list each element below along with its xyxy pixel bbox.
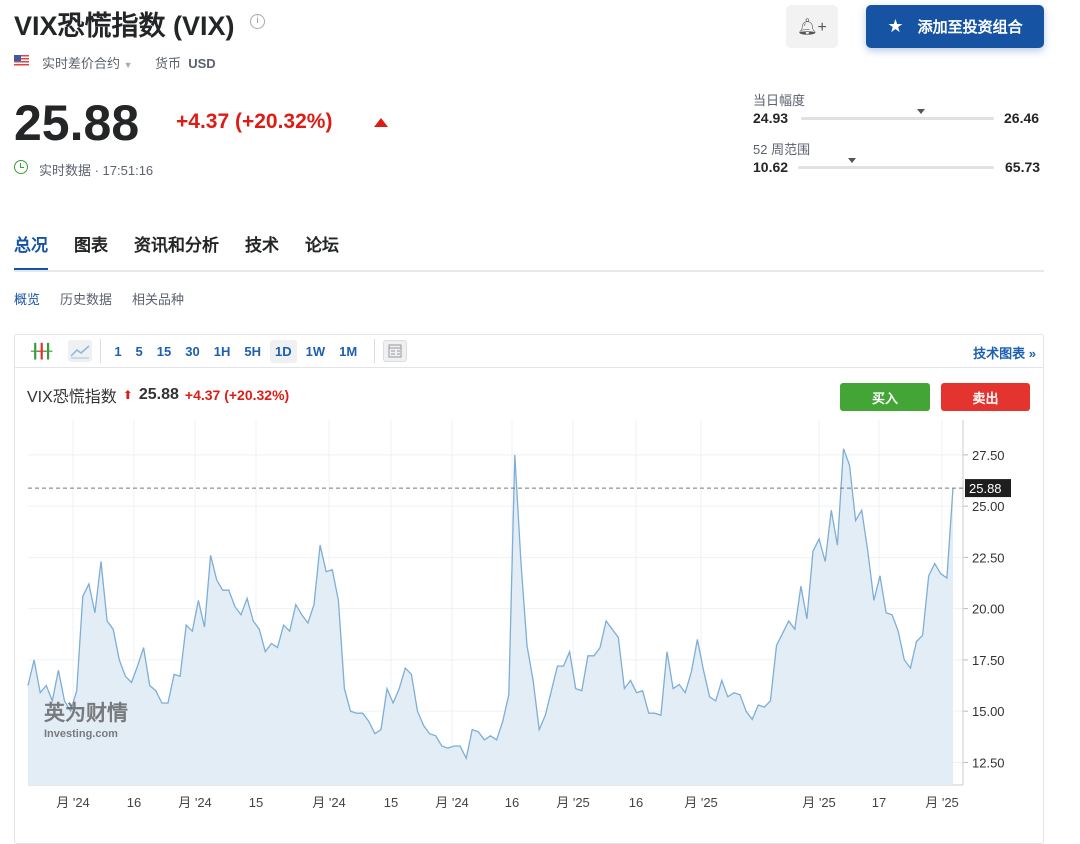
- x-tick-label: 16: [505, 795, 519, 810]
- currency-value: USD: [188, 56, 215, 71]
- chart-instrument-name: VIX恐慌指数: [27, 383, 117, 407]
- page-title: VIX恐慌指数 (VIX): [14, 4, 235, 43]
- x-tick-label: 月 '25: [684, 795, 718, 810]
- y-tick-label: 22.50: [972, 550, 1005, 565]
- week52-range-low: 10.62: [753, 159, 788, 175]
- week52-range-bar: [798, 166, 994, 169]
- timeframe-1w[interactable]: 1W: [301, 340, 331, 363]
- arrow-up-icon: [374, 118, 388, 127]
- x-tick-label: 月 '24: [178, 795, 212, 810]
- x-tick-label: 17: [872, 795, 886, 810]
- subtab-summary[interactable]: 概览: [14, 289, 40, 308]
- toolbar-divider: [374, 339, 375, 363]
- x-tick-label: 16: [629, 795, 643, 810]
- bell-plus-icon: 🔔︎+: [797, 19, 827, 36]
- tab-technical[interactable]: 技术: [245, 231, 279, 271]
- add-to-portfolio-button[interactable]: ★ 添加至投资组合: [866, 5, 1044, 48]
- tab-overview[interactable]: 总况: [14, 231, 48, 271]
- info-icon[interactable]: i: [250, 14, 265, 29]
- add-alert-button[interactable]: 🔔︎+: [786, 5, 838, 48]
- timeframe-1m[interactable]: 1M: [334, 340, 362, 363]
- timeframe-1[interactable]: 1: [109, 340, 126, 363]
- week52-range-marker: [848, 158, 856, 163]
- subtab-related[interactable]: 相关品种: [132, 289, 184, 308]
- star-icon: ★: [887, 16, 903, 37]
- day-range-low: 24.93: [753, 110, 788, 126]
- realtime-label: 实时数据 · 17:51:16: [39, 160, 153, 179]
- price-area: [28, 449, 953, 785]
- x-tick-label: 月 '25: [925, 795, 959, 810]
- timeframe-5h[interactable]: 5H: [239, 340, 266, 363]
- x-tick-label: 15: [384, 795, 398, 810]
- y-tick-label: 20.00: [972, 602, 1005, 617]
- contract-type-label: 实时差价合约: [42, 56, 120, 71]
- tab-chart[interactable]: 图表: [74, 231, 108, 271]
- clock-icon: [14, 160, 28, 174]
- day-range-high: 26.46: [1004, 110, 1039, 126]
- subtab-historical-data[interactable]: 历史数据: [60, 289, 112, 308]
- y-tick-label: 15.00: [972, 704, 1005, 719]
- add-to-portfolio-label: 添加至投资组合: [918, 16, 1023, 37]
- day-range-bar: [801, 117, 994, 120]
- week52-range-label: 52 周范围: [753, 139, 810, 158]
- technical-chart-link[interactable]: 技术图表 »: [973, 343, 1036, 362]
- timeframe-5[interactable]: 5: [131, 340, 148, 363]
- chart-title: VIX恐慌指数 ⬆ 25.88 +4.37 (+20.32%): [27, 383, 289, 407]
- sell-button[interactable]: 卖出: [941, 383, 1030, 411]
- tab-forum[interactable]: 论坛: [305, 231, 339, 271]
- sub-tabs: 概览 历史数据 相关品种: [14, 289, 184, 308]
- current-price-label: 25.88: [969, 481, 1002, 496]
- price-chart[interactable]: 27.50 25.00 22.50 20.00 17.50 15.00 12.50 月 '24…: [0, 410, 1080, 836]
- timeframe-1h[interactable]: 1H: [209, 340, 236, 363]
- caret-down-icon: ▼: [124, 60, 133, 70]
- tabs-divider: [14, 270, 1044, 272]
- area-chart-icon[interactable]: [68, 340, 92, 362]
- x-tick-label: 月 '25: [802, 795, 836, 810]
- x-tick-label: 月 '25: [556, 795, 590, 810]
- toolbar-divider: [100, 339, 101, 363]
- price-change: +4.37 (+20.32%): [176, 110, 332, 134]
- chart-change: +4.37 (+20.32%): [185, 387, 289, 403]
- x-tick-label: 月 '24: [56, 795, 90, 810]
- currency-info: 货币 USD: [155, 53, 216, 72]
- day-range-marker: [917, 109, 925, 114]
- x-tick-label: 月 '24: [435, 795, 469, 810]
- last-price: 25.88: [14, 94, 139, 152]
- timeframe-30[interactable]: 30: [180, 340, 204, 363]
- us-flag-icon: [14, 55, 29, 66]
- x-tick-label: 15: [249, 795, 263, 810]
- tab-news-analysis[interactable]: 资讯和分析: [134, 231, 219, 271]
- timeframe-1d[interactable]: 1D: [270, 340, 297, 363]
- main-tabs: 总况 图表 资讯和分析 技术 论坛: [14, 231, 339, 271]
- timeframe-15[interactable]: 15: [152, 340, 176, 363]
- y-tick-label: 27.50: [972, 448, 1005, 463]
- x-tick-label: 月 '24: [312, 795, 346, 810]
- news-layout-icon[interactable]: [383, 340, 407, 362]
- x-tick-label: 16: [127, 795, 141, 810]
- buy-button[interactable]: 买入: [840, 383, 930, 411]
- arrow-up-icon: ⬆: [123, 388, 133, 402]
- y-tick-label: 25.00: [972, 499, 1005, 514]
- candlestick-icon[interactable]: ╂╂╂: [27, 341, 54, 362]
- week52-range-high: 65.73: [1005, 159, 1040, 175]
- currency-label: 货币: [155, 56, 181, 71]
- chart-price: 25.88: [139, 386, 179, 404]
- y-tick-label: 12.50: [972, 755, 1005, 770]
- day-range-label: 当日幅度: [753, 90, 805, 109]
- y-tick-label: 17.50: [972, 653, 1005, 668]
- contract-type-dropdown[interactable]: 实时差价合约 ▼: [42, 53, 133, 72]
